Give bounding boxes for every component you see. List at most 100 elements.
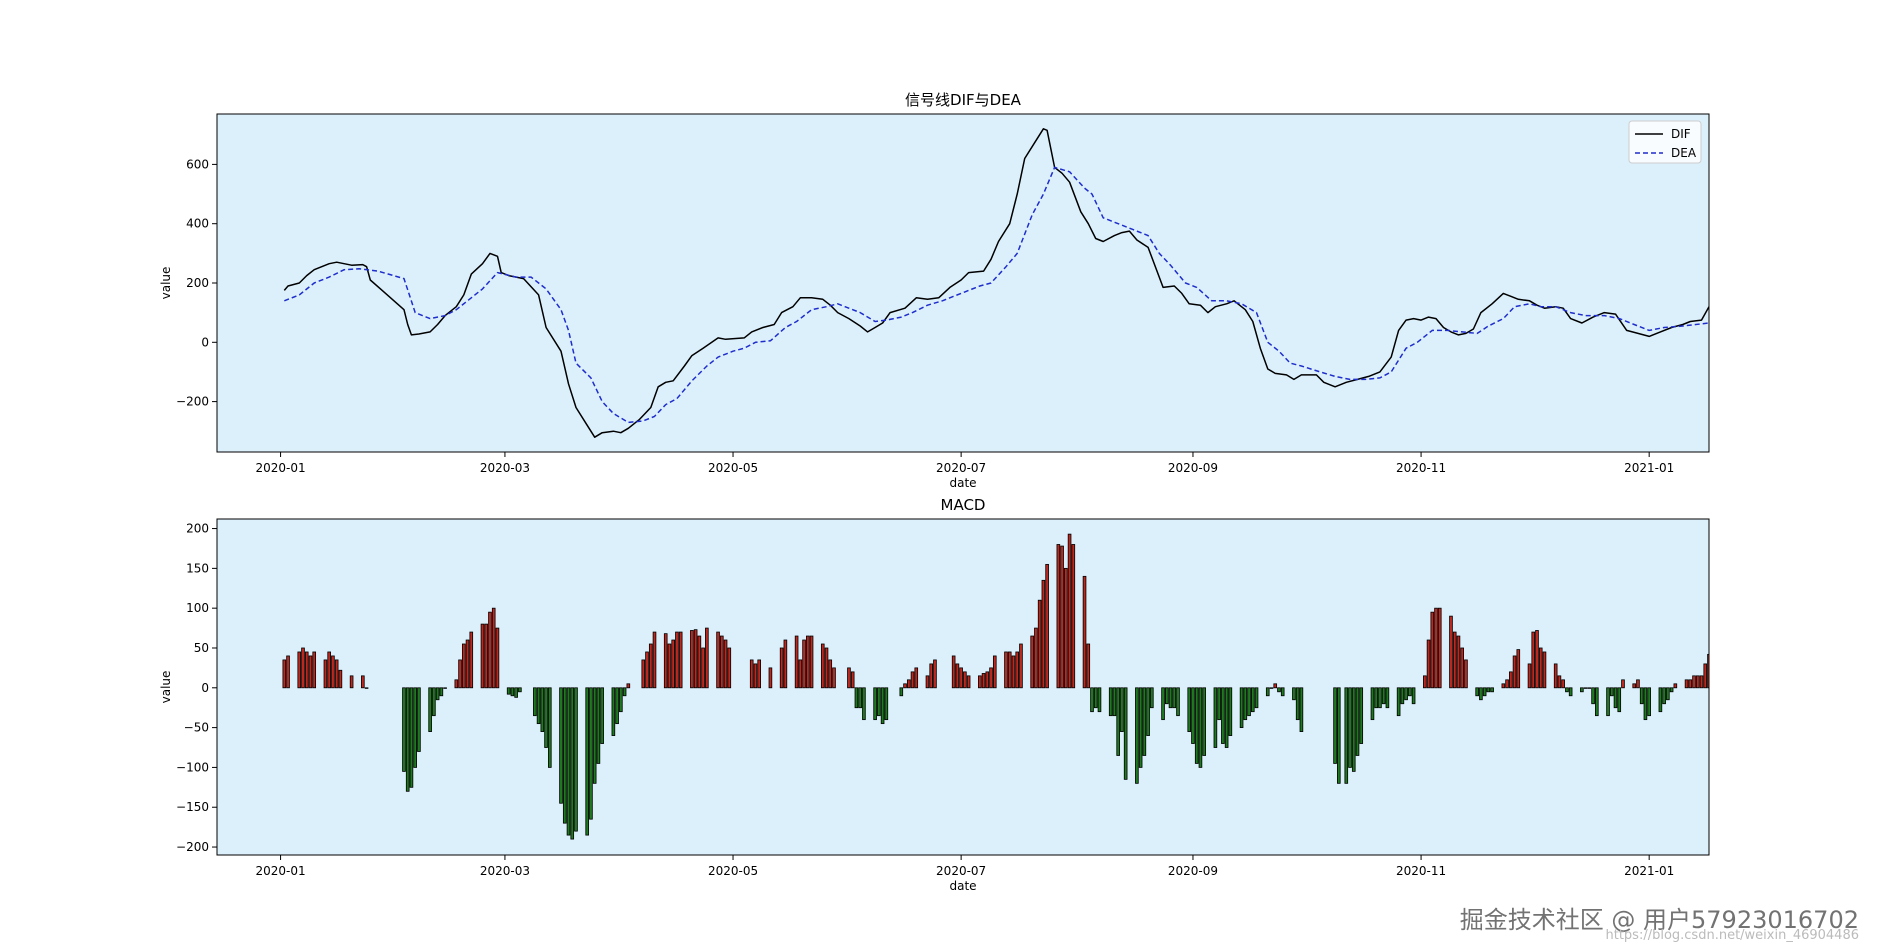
macd-bar bbox=[768, 667, 773, 689]
y-tick-label: 600 bbox=[186, 157, 209, 171]
y-tick-label: 0 bbox=[201, 681, 209, 695]
macd-bar bbox=[1194, 687, 1199, 764]
macd-bar bbox=[1164, 687, 1169, 705]
macd-bar bbox=[929, 663, 934, 689]
macd-bar bbox=[1662, 687, 1666, 705]
macd-bar bbox=[574, 687, 578, 832]
watermark: 掘金技术社区 @ 用户57923016702 bbox=[1459, 906, 1859, 934]
macd-bar bbox=[794, 635, 799, 689]
y-tick-label: −200 bbox=[176, 840, 209, 854]
macd-bar bbox=[648, 643, 653, 689]
legend: DIF DEA bbox=[1628, 120, 1702, 164]
macd-bar bbox=[1355, 687, 1360, 756]
macd-bar bbox=[1037, 599, 1042, 689]
macd-bar bbox=[1093, 687, 1098, 709]
macd-bar bbox=[1400, 687, 1405, 705]
y-tick-label: −100 bbox=[176, 760, 209, 774]
macd-bar bbox=[443, 687, 447, 689]
macd-bar bbox=[1299, 687, 1304, 732]
macd-chart: 2020-01 2020-03 2020-05 2020-07 2020-09 2020-… bbox=[159, 496, 1710, 893]
macd-bar bbox=[413, 687, 417, 768]
macd-bar bbox=[510, 687, 515, 697]
macd-bar bbox=[1669, 687, 1674, 693]
macd-bar bbox=[1142, 687, 1147, 756]
macd-bar bbox=[1370, 687, 1375, 721]
macd-bar bbox=[1482, 687, 1487, 697]
macd-bar bbox=[1067, 533, 1072, 689]
x-axis-label: date bbox=[949, 879, 976, 893]
macd-bar bbox=[559, 687, 563, 804]
macd-bar bbox=[1516, 649, 1521, 689]
macd-bar bbox=[1632, 683, 1637, 689]
macd-bar bbox=[491, 607, 496, 689]
macd-bar bbox=[1583, 687, 1588, 689]
macd-bar bbox=[1621, 679, 1625, 689]
x-tick-label: 2021-01 bbox=[1624, 461, 1674, 475]
macd-bar bbox=[1561, 679, 1565, 689]
x-tick-label: 2020-05 bbox=[708, 461, 758, 475]
macd-bar bbox=[1168, 687, 1173, 709]
macd-bar bbox=[611, 687, 616, 736]
macd-bar bbox=[409, 687, 414, 788]
macd-bar bbox=[626, 683, 631, 689]
y-tick-label: −200 bbox=[176, 395, 209, 409]
macd-bar bbox=[1090, 687, 1094, 713]
macd-bar bbox=[1381, 687, 1386, 705]
macd-bar bbox=[1423, 675, 1427, 689]
macd-bar bbox=[1138, 687, 1143, 768]
macd-bar bbox=[1695, 675, 1700, 689]
macd-bar bbox=[1359, 687, 1364, 744]
macd-bar bbox=[1404, 687, 1408, 701]
macd-bar bbox=[469, 631, 474, 689]
macd-bar bbox=[959, 667, 963, 689]
plot-area bbox=[283, 128, 1709, 438]
macd-bar bbox=[716, 631, 720, 689]
macd-bar bbox=[1595, 687, 1599, 717]
macd-bar bbox=[910, 671, 915, 689]
macd-bar bbox=[1452, 631, 1457, 689]
macd-bar bbox=[304, 651, 309, 689]
macd-bar bbox=[723, 639, 728, 689]
macd-bar bbox=[454, 679, 459, 689]
macd-bar bbox=[1378, 687, 1382, 709]
macd-bar bbox=[899, 687, 904, 697]
macd-bar bbox=[323, 659, 328, 689]
y-tick-label: −50 bbox=[184, 721, 209, 735]
x-tick-label: 2020-05 bbox=[708, 864, 758, 878]
y-tick-label: 200 bbox=[186, 522, 209, 536]
macd-bar bbox=[1086, 643, 1091, 689]
macd-bar bbox=[1333, 687, 1337, 764]
macd-bar bbox=[1699, 675, 1704, 689]
macd-bar bbox=[349, 675, 354, 689]
legend-label-dif: DIF bbox=[1671, 127, 1691, 141]
macd-bar bbox=[1609, 687, 1614, 697]
macd-bar bbox=[1247, 687, 1251, 717]
macd-bar bbox=[652, 631, 657, 689]
macd-bar bbox=[334, 659, 339, 689]
macd-bar bbox=[1228, 687, 1233, 736]
macd-bar bbox=[832, 667, 836, 689]
macd-bar bbox=[297, 651, 302, 689]
macd-bar bbox=[806, 635, 810, 689]
y-tick-label: 200 bbox=[186, 276, 209, 290]
macd-bar bbox=[798, 659, 803, 689]
macd-bar bbox=[1344, 687, 1349, 784]
macd-bar bbox=[1176, 687, 1180, 717]
macd-bar bbox=[331, 655, 335, 689]
plot-area bbox=[282, 533, 1709, 840]
macd-bar bbox=[417, 687, 421, 752]
macd-bar bbox=[1239, 687, 1244, 729]
macd-bar bbox=[1351, 687, 1356, 772]
macd-bar bbox=[585, 687, 589, 836]
macd-bar bbox=[1553, 663, 1558, 689]
macd-bar bbox=[1123, 687, 1128, 780]
macd-bar bbox=[1658, 687, 1663, 713]
macd-bar bbox=[858, 687, 862, 709]
x-tick-label: 2020-07 bbox=[936, 864, 986, 878]
macd-bar bbox=[671, 639, 675, 689]
macd-bar bbox=[361, 675, 365, 689]
macd-bar bbox=[548, 687, 552, 768]
macd-bar bbox=[600, 687, 604, 744]
macd-bar bbox=[884, 687, 889, 721]
macd-bar bbox=[566, 687, 571, 836]
